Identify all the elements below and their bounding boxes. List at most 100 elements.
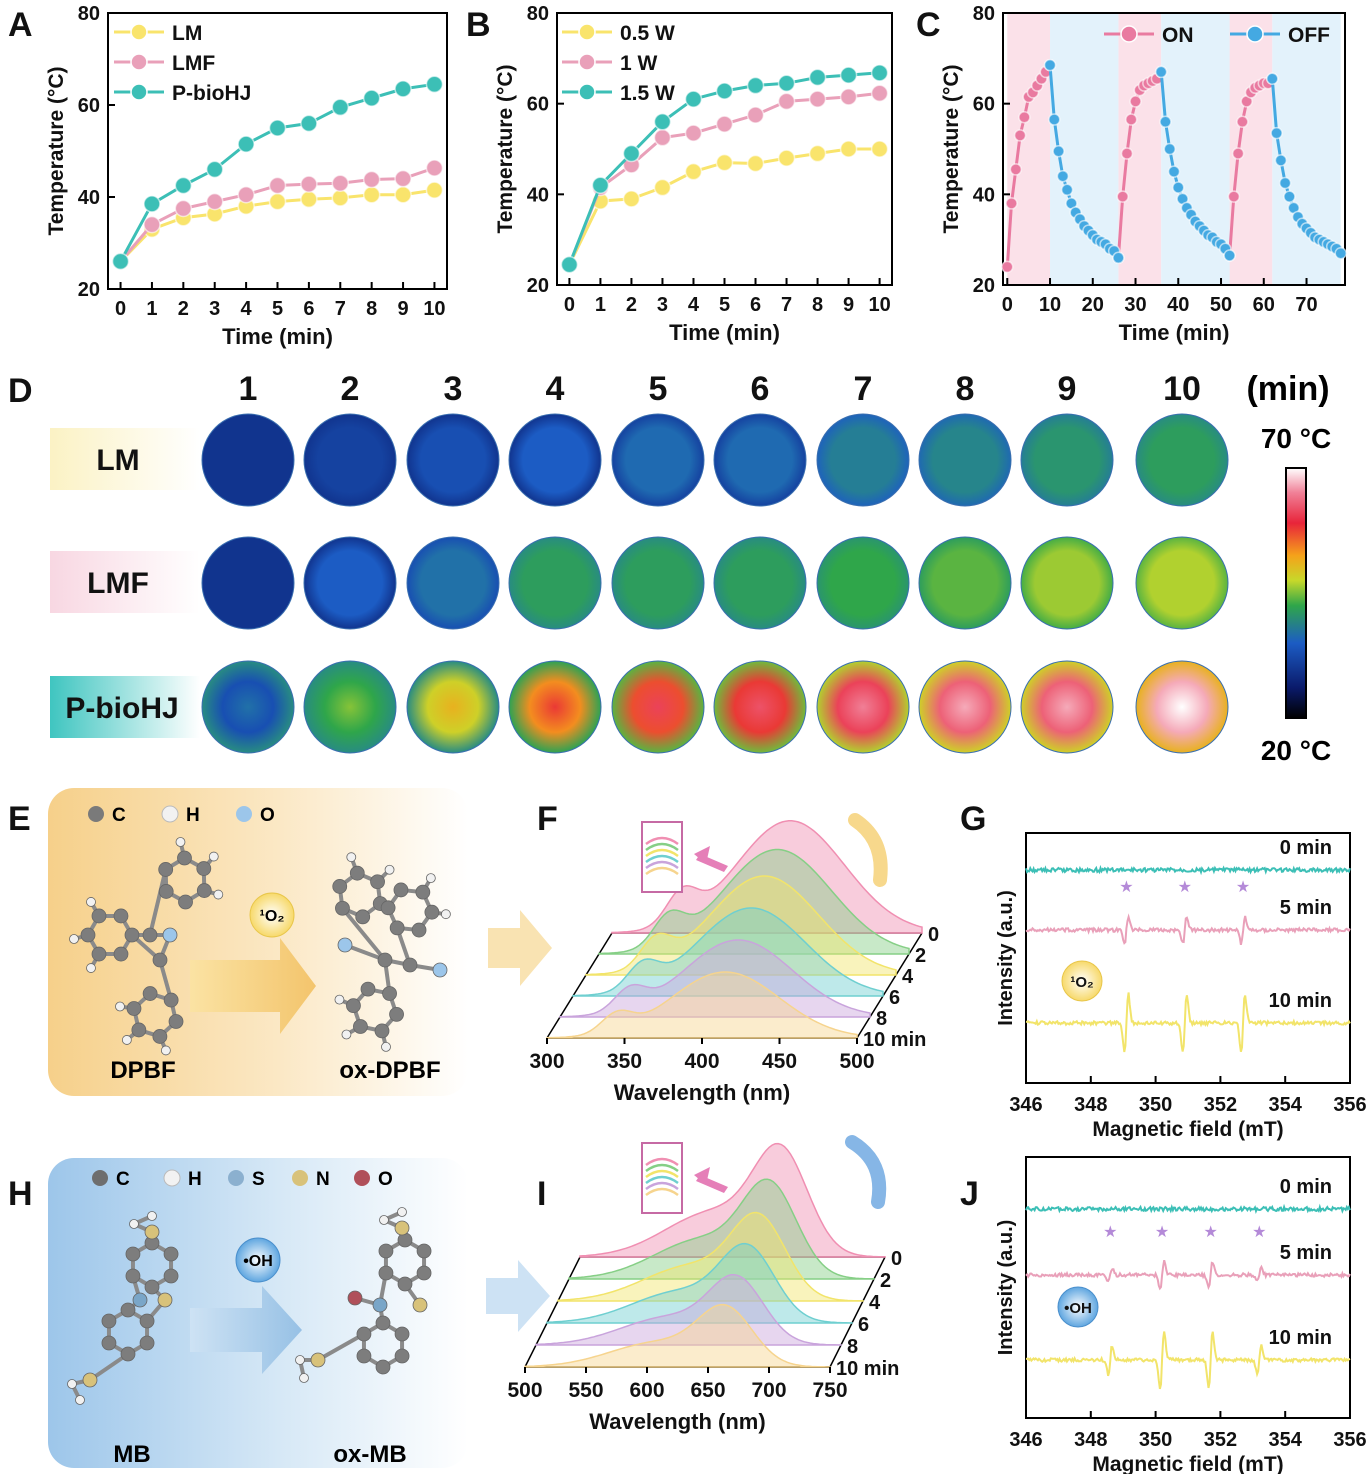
inset-arrow-head (694, 846, 710, 864)
atom (208, 851, 219, 862)
thermal-disc (611, 536, 705, 630)
x-tick-label: 4 (688, 294, 700, 316)
atom (139, 1335, 155, 1351)
legend-label: P-bioHJ (172, 82, 251, 105)
atom (355, 909, 371, 925)
atom (158, 862, 174, 877)
atom (132, 1292, 148, 1308)
x-axis-label: Magnetic field (mT) (1092, 1453, 1283, 1474)
x-axis-label: Magnetic field (mT) (1092, 1118, 1283, 1141)
panel-label-j: J (960, 1175, 979, 1213)
y-tick-label: 80 (527, 3, 549, 25)
x-axis-label: Time (min) (669, 320, 780, 345)
atom (394, 1348, 410, 1364)
legend-marker (130, 23, 148, 41)
panel-label-i: I (537, 1175, 546, 1213)
data-point (1159, 115, 1172, 129)
atom (120, 1346, 136, 1362)
data-point (839, 88, 858, 106)
x-tick-label: 10 (1039, 294, 1061, 316)
data-point (1278, 176, 1292, 190)
atom (152, 1029, 168, 1044)
data-point (839, 66, 858, 84)
data-point (1163, 142, 1176, 156)
thermal-disc (303, 536, 397, 630)
thermal-disc (1020, 536, 1114, 630)
row-label-lm: LM (96, 444, 139, 477)
x-tick-label: 1 (595, 294, 606, 316)
data-point (1227, 190, 1241, 203)
atom (131, 1022, 147, 1038)
atom (299, 1373, 309, 1383)
atom (160, 1045, 171, 1056)
data-point (331, 98, 350, 117)
data-point (1274, 154, 1288, 167)
time-label: 5 (649, 370, 668, 408)
data-point (1154, 65, 1168, 79)
data-point (870, 140, 889, 158)
spectrum-trace (572, 907, 884, 997)
x-tick-label: 348 (1074, 1094, 1107, 1116)
x-tick-label: 40 (1167, 294, 1189, 316)
atom (389, 1006, 404, 1022)
data-point (1116, 190, 1129, 203)
data-point (1005, 197, 1018, 210)
thermal-disc (816, 413, 910, 507)
x-tick-label: 30 (1124, 294, 1146, 316)
colorbar-min-label: 20 °C (1261, 735, 1331, 766)
data-point (1283, 190, 1296, 203)
atom (341, 1029, 352, 1040)
data-point (362, 185, 381, 204)
x-tick-label: 0 (1002, 294, 1013, 316)
y-axis-label: Temperature (°C) (45, 66, 68, 235)
depth-label: 6 (889, 987, 900, 1009)
thermal-image-grid: LM LMF P-bioHJ (min) 1 2 3 4 5 6 7 8 9 10 70 °C 2… (50, 370, 1331, 766)
data-point (777, 92, 796, 111)
atom (115, 1001, 125, 1012)
depth-label: 4 (869, 1292, 881, 1314)
y-tick-label: 40 (527, 184, 549, 206)
atom (377, 952, 393, 968)
row-label-lmf: LMF (87, 567, 149, 600)
atom (152, 952, 168, 968)
atom (142, 986, 158, 1001)
panel-label-b: B (466, 6, 491, 44)
data-point (560, 255, 579, 274)
x-tick-label: 50 (1210, 294, 1232, 316)
singlet-oxygen-label: ¹O₂ (260, 908, 285, 925)
data-point (684, 124, 703, 142)
atom (147, 1211, 157, 1221)
data-point (111, 252, 130, 271)
data-point (394, 169, 412, 188)
data-point (1060, 183, 1074, 197)
x-axis-label: Time (min) (1119, 320, 1230, 345)
atom-legend-o: O (260, 805, 275, 826)
atom (378, 1265, 394, 1281)
data-point (237, 135, 255, 153)
x-tick-label: 0 (115, 298, 126, 320)
thermal-disc (713, 413, 807, 507)
depth-label: 4 (902, 966, 914, 988)
data-point (870, 64, 889, 82)
row-label-bg-pbiohj (50, 676, 200, 738)
data-point (1270, 126, 1283, 140)
atom (177, 850, 192, 866)
data-point (777, 74, 796, 93)
epr-trace (1025, 1203, 1351, 1214)
chart-j: 0 min 5 min 10 min ★ ★ ★ ★ 346 348 350 352 354 356 Ma… (995, 1156, 1367, 1474)
data-point (300, 175, 318, 193)
data-point (746, 76, 765, 95)
data-point (1167, 165, 1181, 178)
atom (126, 1001, 142, 1016)
epr-trace (1025, 1259, 1351, 1291)
thermal-disc (1135, 536, 1229, 630)
data-point (331, 174, 350, 192)
y-tick-label: 60 (78, 95, 100, 117)
atom (416, 1265, 432, 1281)
data-point (1112, 251, 1125, 265)
inset-trace (645, 842, 679, 852)
inset-trace (645, 848, 679, 858)
x-tick-label: 9 (843, 294, 854, 316)
data-point (715, 153, 734, 172)
atom (144, 1279, 160, 1295)
